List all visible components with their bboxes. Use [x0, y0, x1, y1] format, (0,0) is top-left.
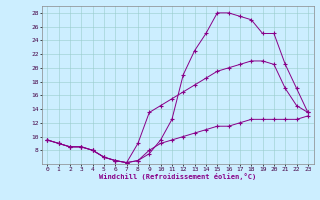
X-axis label: Windchill (Refroidissement éolien,°C): Windchill (Refroidissement éolien,°C): [99, 173, 256, 180]
